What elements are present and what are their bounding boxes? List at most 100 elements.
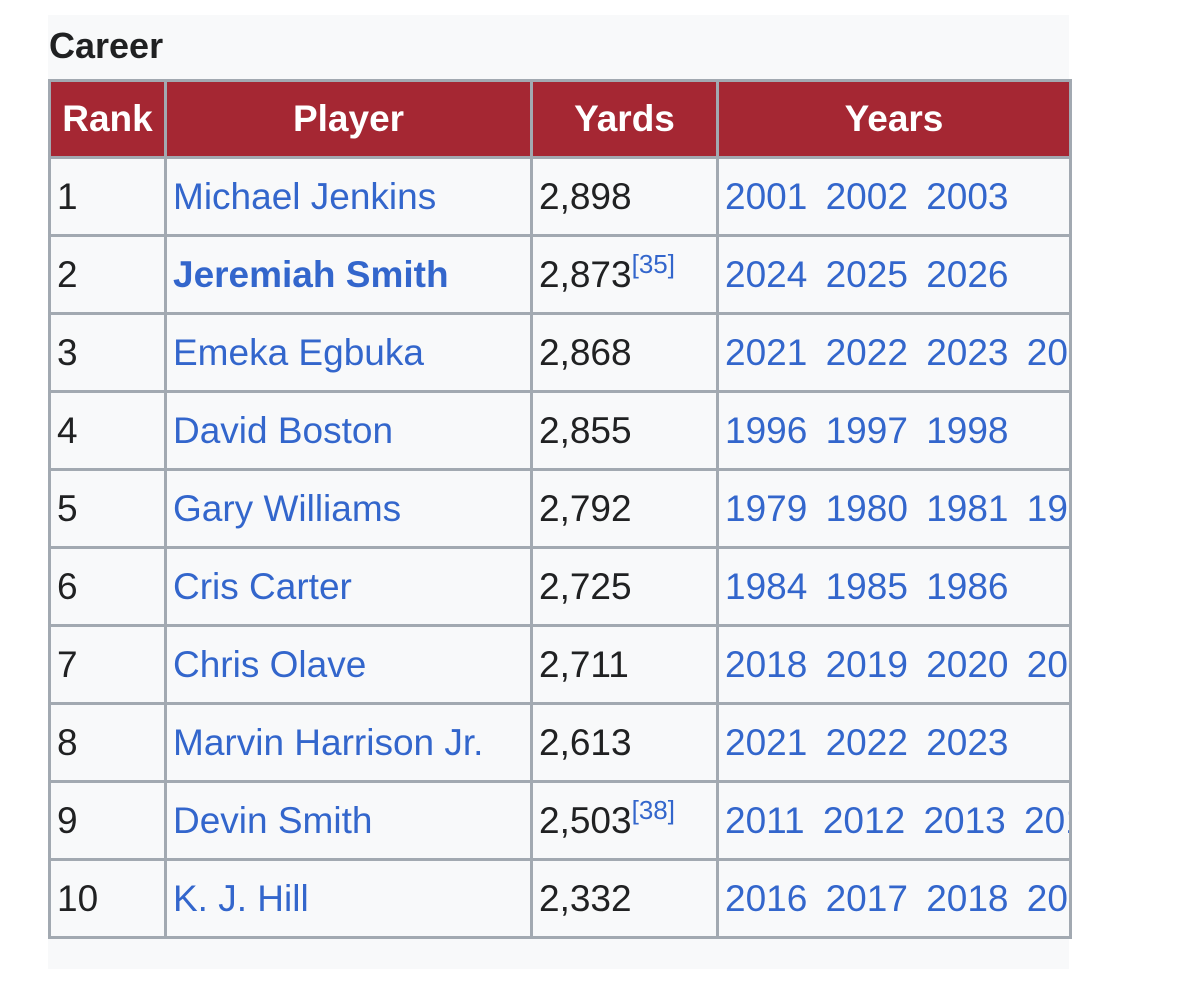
player-cell: K. J. Hill xyxy=(164,858,533,939)
player-link[interactable]: Chris Olave xyxy=(173,643,367,685)
season-link[interactable]: 2021 xyxy=(1026,643,1068,685)
season-link[interactable]: 1981 xyxy=(926,487,1009,529)
yards-value: 2,725 xyxy=(539,565,632,607)
season-link[interactable]: 1984 xyxy=(725,565,808,607)
section-heading: Career xyxy=(49,25,164,66)
table-header-row: Rank Player Yards Years xyxy=(48,79,1072,159)
rank-cell: 9 xyxy=(48,780,167,861)
season-link[interactable]: 2019 xyxy=(1026,877,1068,919)
years-cell: 2016 2017 2018 2019 xyxy=(716,858,1072,939)
player-link[interactable]: Devin Smith xyxy=(173,799,373,841)
player-link[interactable]: Jeremiah Smith xyxy=(173,253,449,295)
yards-cell: 2,503[38] xyxy=(530,780,719,861)
years-cell: 2024 2025 2026 xyxy=(716,234,1072,315)
season-link[interactable]: 2019 xyxy=(825,643,908,685)
season-link[interactable]: 2002 xyxy=(825,175,908,217)
season-link[interactable]: 2021 xyxy=(725,331,808,373)
season-link[interactable]: 2018 xyxy=(725,643,808,685)
yards-cell: 2,873[35] xyxy=(530,234,719,315)
player-cell: Chris Olave xyxy=(164,624,533,705)
table-row: 2 Jeremiah Smith 2,873[35] 2024 2025 2026 xyxy=(48,234,1072,315)
season-link[interactable]: 1996 xyxy=(725,409,808,451)
citation-link[interactable]: [38] xyxy=(631,794,675,825)
rank-cell: 6 xyxy=(48,546,167,627)
season-link[interactable]: 2017 xyxy=(825,877,908,919)
yards-value: 2,898 xyxy=(539,175,632,217)
years-cell: 2001 2002 2003 xyxy=(716,156,1072,237)
season-link[interactable]: 2026 xyxy=(926,253,1009,295)
season-link[interactable]: 2025 xyxy=(825,253,908,295)
season-link[interactable]: 1998 xyxy=(926,409,1009,451)
column-header-years: Years xyxy=(716,79,1072,159)
season-link[interactable]: 2003 xyxy=(926,175,1009,217)
player-cell: Emeka Egbuka xyxy=(164,312,533,393)
yards-cell: 2,855 xyxy=(530,390,719,471)
season-link[interactable]: 2021 xyxy=(725,721,808,763)
season-link[interactable]: 2022 xyxy=(825,721,908,763)
season-link[interactable]: 1985 xyxy=(825,565,908,607)
season-link[interactable]: 1986 xyxy=(926,565,1009,607)
table-row: 10K. J. Hill 2,332 2016 2017 2018 2019 xyxy=(48,858,1072,939)
season-link[interactable]: 2011 xyxy=(725,799,805,841)
season-link[interactable]: 1982 xyxy=(1026,487,1068,529)
player-cell: David Boston xyxy=(164,390,533,471)
season-link[interactable]: 2016 xyxy=(725,877,808,919)
table-row: 4 David Boston 2,855 1996 1997 1998 xyxy=(48,390,1072,471)
player-cell: Marvin Harrison Jr. xyxy=(164,702,533,783)
rank-cell: 10 xyxy=(48,858,167,939)
player-link[interactable]: Michael Jenkins xyxy=(173,175,437,217)
yards-value: 2,873 xyxy=(539,253,632,295)
season-link[interactable]: 2020 xyxy=(926,643,1009,685)
player-link[interactable]: David Boston xyxy=(173,409,394,451)
player-link[interactable]: K. J. Hill xyxy=(173,877,309,919)
season-link[interactable]: 2022 xyxy=(825,331,908,373)
rank-cell: 4 xyxy=(48,390,167,471)
years-cell: 1979 1980 1981 1982 xyxy=(716,468,1072,549)
season-link[interactable]: 2018 xyxy=(926,877,1009,919)
yards-value: 2,855 xyxy=(539,409,632,451)
season-link[interactable]: 2024 xyxy=(1026,331,1068,373)
career-receiving-yards-table: Rank Player Yards Years 1 Michael Jenkins… xyxy=(48,79,1072,939)
yards-cell: 2,725 xyxy=(530,546,719,627)
yards-cell: 2,332 xyxy=(530,858,719,939)
years-cell: 1996 1997 1998 xyxy=(716,390,1072,471)
yards-cell: 2,711 xyxy=(530,624,719,705)
yards-value: 2,503 xyxy=(539,799,632,841)
yards-value: 2,332 xyxy=(539,877,632,919)
rank-cell: 7 xyxy=(48,624,167,705)
table-row: 6 Cris Carter 2,725 1984 1985 1986 xyxy=(48,546,1072,627)
season-link[interactable]: 2023 xyxy=(926,721,1009,763)
table-row: 1 Michael Jenkins 2,898 2001 2002 2003 xyxy=(48,156,1072,237)
player-link[interactable]: Gary Williams xyxy=(173,487,402,529)
years-cell: 2011 2012 2013 2014 xyxy=(716,780,1072,861)
yards-cell: 2,868 xyxy=(530,312,719,393)
season-link[interactable]: 2014 xyxy=(1024,799,1067,841)
player-cell: Cris Carter xyxy=(164,546,533,627)
season-link[interactable]: 2024 xyxy=(725,253,808,295)
season-link[interactable]: 2013 xyxy=(923,799,1006,841)
player-link[interactable]: Emeka Egbuka xyxy=(173,331,424,373)
player-cell: Jeremiah Smith xyxy=(164,234,533,315)
season-link[interactable]: 1997 xyxy=(825,409,908,451)
citation-link[interactable]: [35] xyxy=(631,248,675,279)
season-link[interactable]: 1980 xyxy=(825,487,908,529)
season-link[interactable]: 2001 xyxy=(725,175,808,217)
season-link[interactable]: 1979 xyxy=(725,487,808,529)
column-header-yards: Yards xyxy=(530,79,719,159)
player-cell: Devin Smith xyxy=(164,780,533,861)
yards-value: 2,792 xyxy=(539,487,632,529)
years-cell: 2018 2019 2020 2021 xyxy=(716,624,1072,705)
season-link[interactable]: 2023 xyxy=(926,331,1009,373)
player-cell: Gary Williams xyxy=(164,468,533,549)
season-link[interactable]: 2012 xyxy=(822,799,906,841)
player-link[interactable]: Cris Carter xyxy=(173,565,352,607)
rank-cell: 3 xyxy=(48,312,167,393)
column-header-rank: Rank xyxy=(48,79,167,159)
yards-value: 2,868 xyxy=(539,331,632,373)
player-link[interactable]: Marvin Harrison Jr. xyxy=(173,721,484,763)
yards-cell: 2,792 xyxy=(530,468,719,549)
years-cell: 2021 2022 2023 xyxy=(716,702,1072,783)
